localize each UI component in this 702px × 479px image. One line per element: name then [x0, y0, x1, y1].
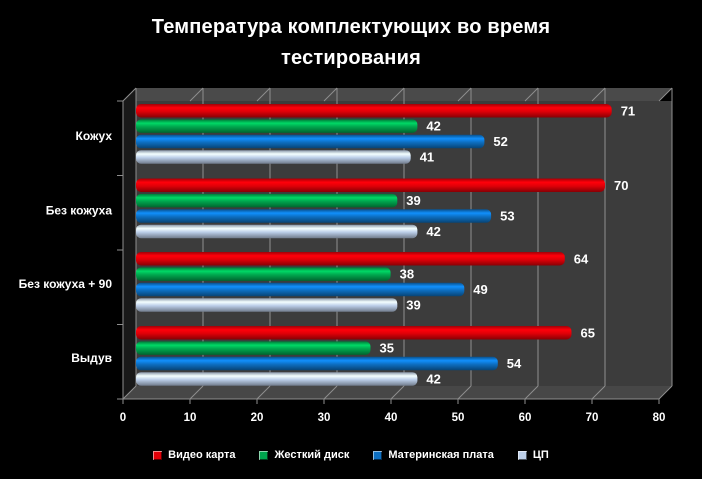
gridline-floor-slant: [591, 385, 606, 400]
legend-swatch: [517, 450, 527, 460]
bar-3-cat-3: [136, 372, 418, 386]
gridline-top-slant: [658, 87, 673, 102]
bar-1-cat-3: [136, 341, 371, 355]
gridline-top-slant: [457, 87, 472, 102]
category-label: Без кожуха + 90: [19, 277, 113, 291]
x-tick-label: 80: [653, 412, 666, 424]
bar-2-cat-1: [136, 209, 492, 223]
category-label: Кожух: [76, 129, 113, 143]
gridline-floor-slant: [524, 385, 539, 400]
gridline-top-slant: [189, 87, 204, 102]
gridline-top-slant: [591, 87, 606, 102]
value-label: 49: [473, 282, 487, 297]
legend-swatch: [153, 450, 163, 460]
value-label: 54: [507, 356, 522, 371]
x-tick-label: 40: [385, 412, 398, 424]
value-label: 39: [406, 297, 420, 312]
gridline-floor-slant: [189, 385, 204, 400]
x-tick-label: 60: [519, 412, 532, 424]
value-label: 35: [380, 341, 394, 356]
bar-3-cat-2: [136, 298, 398, 312]
gridline-floor-slant: [323, 385, 338, 400]
legend-item: Жесткий диск: [259, 449, 349, 461]
bar-2-cat-2: [136, 282, 465, 297]
chart-title: Температура комплектующих во время тести…: [0, 12, 702, 74]
legend-label: Жесткий диск: [274, 449, 350, 461]
gridline-top-slant: [390, 87, 405, 102]
gridline-top-slant: [122, 87, 137, 102]
bar-3-cat-1: [136, 224, 418, 239]
value-label: 71: [621, 103, 635, 118]
bar-0-cat-2: [136, 252, 565, 266]
legend-swatch: [373, 450, 383, 460]
gridline-floor-slant: [256, 385, 271, 400]
gridline-top-slant: [256, 87, 271, 102]
bar-2-cat-0: [136, 134, 485, 149]
value-label: 39: [406, 193, 420, 208]
value-label: 52: [493, 134, 507, 149]
category-label: Выдув: [71, 351, 112, 365]
category-label: Без кожуха: [46, 204, 113, 218]
bar-2-cat-3: [136, 356, 498, 371]
value-label: 70: [614, 178, 628, 193]
legend-item: Видео карта: [153, 449, 235, 461]
bar-1-cat-0: [136, 119, 418, 133]
gridline-floor-slant: [122, 385, 137, 400]
bar-0-cat-3: [136, 326, 572, 340]
chart-title-line2: тестирования: [281, 47, 421, 69]
bar-3-cat-0: [136, 150, 411, 164]
legend-swatch: [259, 450, 269, 460]
plot-left-wall: [123, 88, 136, 399]
x-tick-label: 70: [586, 412, 599, 424]
value-label: 42: [426, 119, 440, 134]
value-label: 42: [426, 224, 440, 239]
legend-item: Материнская плата: [373, 449, 494, 461]
legend-label: Видео карта: [168, 449, 236, 461]
bar-1-cat-1: [136, 193, 398, 208]
x-tick-label: 30: [318, 412, 331, 424]
legend-item: ЦП: [517, 449, 549, 461]
x-tick-label: 0: [120, 412, 126, 424]
value-label: 42: [426, 371, 440, 386]
gridline-floor-slant: [457, 385, 472, 400]
bar-chart-plot: 71 42 52 41 Кожух 70 39 53 42 Без кожуха 64 38 49 39 Б…: [19, 87, 673, 424]
x-tick-label: 10: [184, 412, 197, 424]
legend-label: ЦП: [532, 449, 549, 461]
legend-label: Материнская плата: [388, 449, 494, 461]
bar-0-cat-0: [136, 104, 612, 118]
value-label: 41: [420, 149, 434, 164]
x-tick-label: 50: [452, 412, 465, 424]
value-label: 64: [574, 251, 589, 266]
bar-0-cat-1: [136, 178, 605, 192]
gridline-floor-slant: [390, 385, 405, 400]
value-label: 38: [400, 267, 414, 282]
x-tick-label: 20: [251, 412, 264, 424]
gridline-top-slant: [323, 87, 338, 102]
chart-title-line1: Температура комплектующих во время: [151, 16, 551, 38]
value-label: 65: [581, 325, 595, 340]
chart-legend: Видео карта Жесткий диск Материнская плата…: [0, 444, 702, 466]
gridline-floor-slant: [658, 385, 673, 400]
bar-1-cat-2: [136, 267, 391, 281]
gridline-top-slant: [524, 87, 539, 102]
value-label: 53: [500, 209, 514, 224]
